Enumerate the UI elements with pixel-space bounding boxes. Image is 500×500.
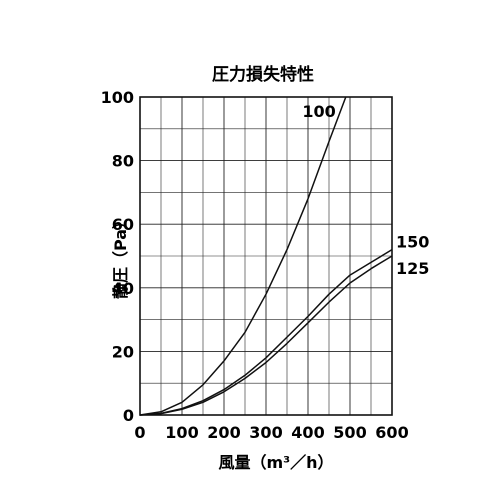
series-labels: 100 150 125 xyxy=(302,102,429,278)
series-label-125: 125 xyxy=(396,259,429,278)
chart-title: 圧力損失特性 xyxy=(212,64,314,85)
y-tick-label: 0 xyxy=(123,406,134,425)
x-tick-label: 300 xyxy=(249,423,282,442)
curve-125 xyxy=(139,255,393,416)
x-tick-label: 200 xyxy=(207,423,240,442)
y-tick-label: 40 xyxy=(112,279,134,298)
y-tick-label: 100 xyxy=(101,88,134,107)
y-axis-label: 静圧（Pa） xyxy=(111,213,130,299)
x-axis-label: 風量（m³／h） xyxy=(218,453,333,472)
x-tick-label: 500 xyxy=(333,423,366,442)
x-tick-label: 100 xyxy=(165,423,198,442)
curves xyxy=(139,96,393,416)
grid xyxy=(139,96,393,416)
series-label-150: 150 xyxy=(396,233,429,252)
x-tick-label: 600 xyxy=(375,423,408,442)
curve-100 xyxy=(139,96,347,416)
series-label-100: 100 xyxy=(302,102,335,121)
x-tick-label: 0 xyxy=(134,423,145,442)
plot-frame xyxy=(139,96,393,416)
x-tick-label: 400 xyxy=(291,423,324,442)
y-tick-label: 60 xyxy=(112,215,134,234)
y-tick-label: 20 xyxy=(112,342,134,361)
y-tick-labels: 0 20 40 60 80 100 xyxy=(101,88,134,425)
x-tick-labels: 0 100 200 300 400 500 600 xyxy=(134,423,408,442)
y-tick-label: 80 xyxy=(112,152,134,171)
